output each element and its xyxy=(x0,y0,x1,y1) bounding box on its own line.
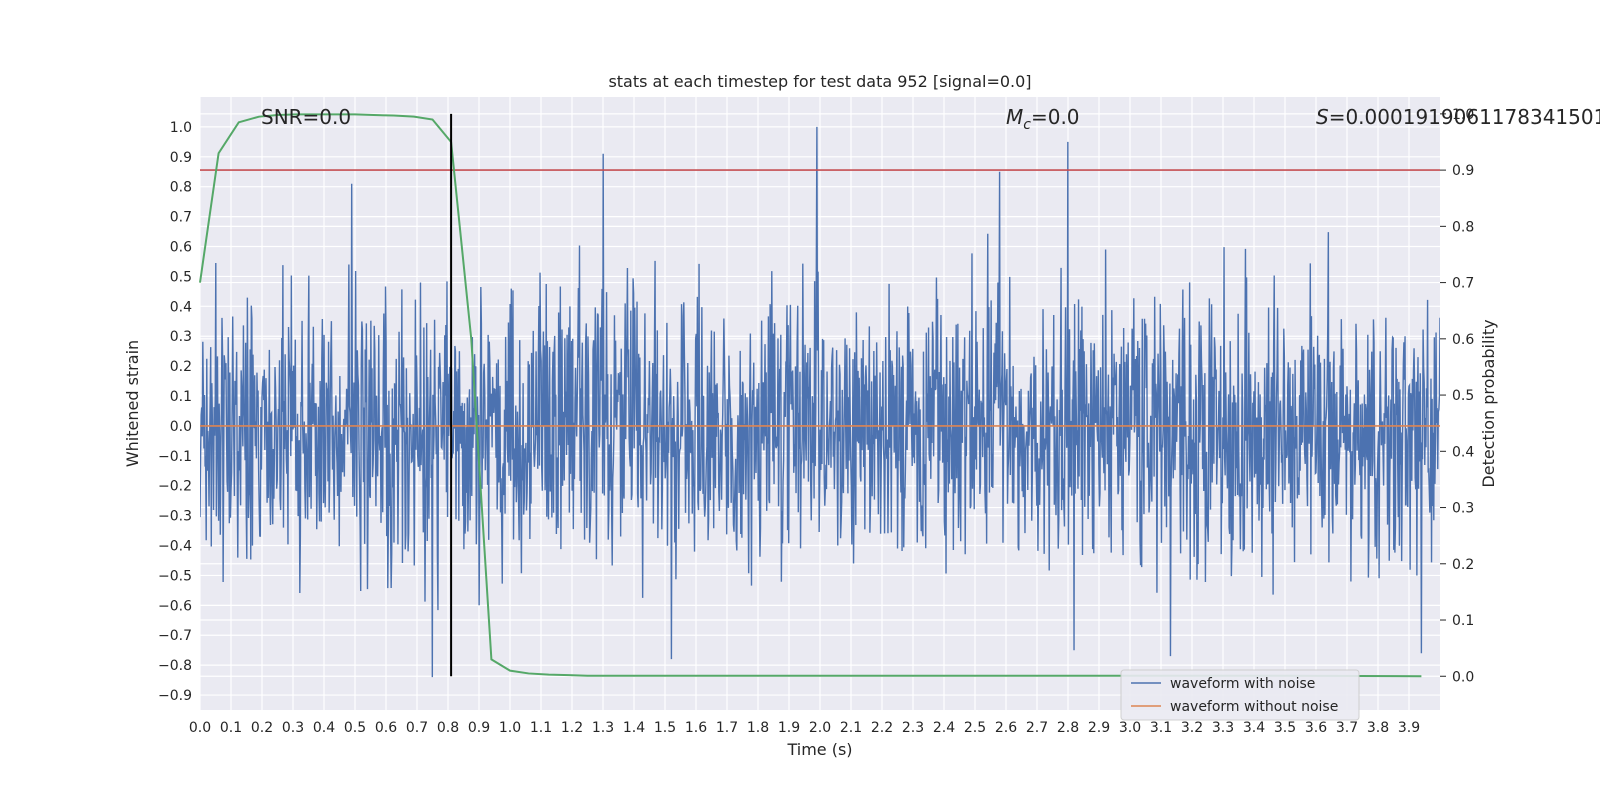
x-tick-label: 0.1 xyxy=(220,720,242,736)
y-tick-label: 0.3 xyxy=(170,329,192,345)
y2-tick-label: 0.3 xyxy=(1452,501,1474,517)
y-tick-label: 0.9 xyxy=(170,150,192,166)
y2-tick-label: 0.6 xyxy=(1452,332,1474,348)
x-tick-label: 0.8 xyxy=(437,720,459,736)
x-tick-label: 1.0 xyxy=(499,720,521,736)
x-tick-label: 3.7 xyxy=(1336,720,1358,736)
x-tick-label: 0.4 xyxy=(313,720,335,736)
x-tick-label: 1.1 xyxy=(530,720,552,736)
x-tick-label: 3.9 xyxy=(1398,720,1420,736)
y-tick-label: 0.8 xyxy=(170,180,192,196)
x-tick-label: 1.8 xyxy=(747,720,769,736)
x-tick-label: 3.2 xyxy=(1181,720,1203,736)
y-tick-label: 0.7 xyxy=(170,210,192,226)
x-tick-label: 1.2 xyxy=(561,720,583,736)
x-tick-label: 0.2 xyxy=(251,720,273,736)
y-tick-label: 1.0 xyxy=(170,120,192,136)
x-tick-label: 1.6 xyxy=(685,720,707,736)
x-tick-label: 1.7 xyxy=(716,720,738,736)
x-tick-label: 1.3 xyxy=(592,720,614,736)
y2-tick-label: 0.9 xyxy=(1452,163,1474,179)
x-tick-label: 2.9 xyxy=(1088,720,1110,736)
legend-box xyxy=(1120,669,1360,721)
y-tick-label: −0.4 xyxy=(158,539,192,555)
y-tick-label: 0.1 xyxy=(170,389,192,405)
y-tick-label: 0.2 xyxy=(170,359,192,375)
x-tick-label: 1.4 xyxy=(623,720,645,736)
y-tick-label: 0.5 xyxy=(170,269,192,285)
y2-tick-label: 1.0 xyxy=(1452,107,1474,123)
x-tick-label: 0.0 xyxy=(189,720,211,736)
x-tick-label: 1.9 xyxy=(778,720,800,736)
snr-annotation: SNR=0.0 xyxy=(261,105,351,129)
y-tick-label: 0.6 xyxy=(170,240,192,256)
y-tick-label: −0.9 xyxy=(158,688,192,704)
y2-tick-label: 0.2 xyxy=(1452,557,1474,573)
x-tick-label: 3.1 xyxy=(1150,720,1172,736)
x-tick-label: 1.5 xyxy=(654,720,676,736)
x-tick-label: 2.7 xyxy=(1026,720,1048,736)
x-axis-label: Time (s) xyxy=(786,740,852,759)
s-annotation: S=0.00019190611783415013 xyxy=(1316,105,1600,129)
y-tick-label: 0.0 xyxy=(170,419,192,435)
y-tick-label: −0.8 xyxy=(158,658,192,674)
y2-tick-label: 0.4 xyxy=(1452,444,1474,460)
x-tick-label: 0.7 xyxy=(406,720,428,736)
y2-tick-label: 0.0 xyxy=(1452,669,1474,685)
y-tick-label: −0.7 xyxy=(158,628,192,644)
legend-label-clean: waveform without noise xyxy=(1170,699,1338,715)
x-tick-label: 0.9 xyxy=(468,720,490,736)
y-tick-label: 0.4 xyxy=(170,299,192,315)
legend-label-noise: waveform with noise xyxy=(1170,676,1315,692)
y-axis-label: Whitened strain xyxy=(123,340,142,467)
x-tick-label: 3.3 xyxy=(1212,720,1234,736)
x-tick-label: 3.8 xyxy=(1367,720,1389,736)
x-tick-label: 2.8 xyxy=(1057,720,1079,736)
x-tick-label: 2.2 xyxy=(871,720,893,736)
x-tick-label: 0.5 xyxy=(344,720,366,736)
x-tick-label: 2.4 xyxy=(933,720,955,736)
x-tick-label: 0.3 xyxy=(282,720,304,736)
x-tick-label: 2.5 xyxy=(964,720,986,736)
x-tick-label: 2.0 xyxy=(809,720,831,736)
y-tick-label: −0.5 xyxy=(158,568,192,584)
y2-tick-label: 0.1 xyxy=(1452,613,1474,629)
y-tick-label: −0.3 xyxy=(158,509,192,525)
mc-annotation: Mc=0.0 xyxy=(1006,105,1080,133)
chart-title: stats at each timestep for test data 952… xyxy=(608,72,1031,91)
y2-axis-label: Detection probability xyxy=(1479,319,1498,487)
x-tick-label: 0.6 xyxy=(375,720,397,736)
y2-tick-label: 0.7 xyxy=(1452,276,1474,292)
series-waveform-with-noise xyxy=(200,126,1440,678)
x-tick-label: 2.3 xyxy=(902,720,924,736)
y2-tick-label: 0.5 xyxy=(1452,388,1474,404)
y-tick-label: −0.1 xyxy=(158,449,192,465)
x-tick-label: 3.5 xyxy=(1274,720,1296,736)
x-tick-label: 2.6 xyxy=(995,720,1017,736)
x-tick-label: 3.6 xyxy=(1305,720,1327,736)
legend: waveform with noise waveform without nois… xyxy=(1120,669,1360,721)
x-tick-label: 3.0 xyxy=(1119,720,1141,736)
x-tick-label: 3.4 xyxy=(1243,720,1265,736)
y-tick-label: −0.2 xyxy=(158,479,192,495)
y-tick-label: −0.6 xyxy=(158,598,192,614)
y2-tick-label: 0.8 xyxy=(1452,219,1474,235)
x-tick-label: 2.1 xyxy=(840,720,862,736)
